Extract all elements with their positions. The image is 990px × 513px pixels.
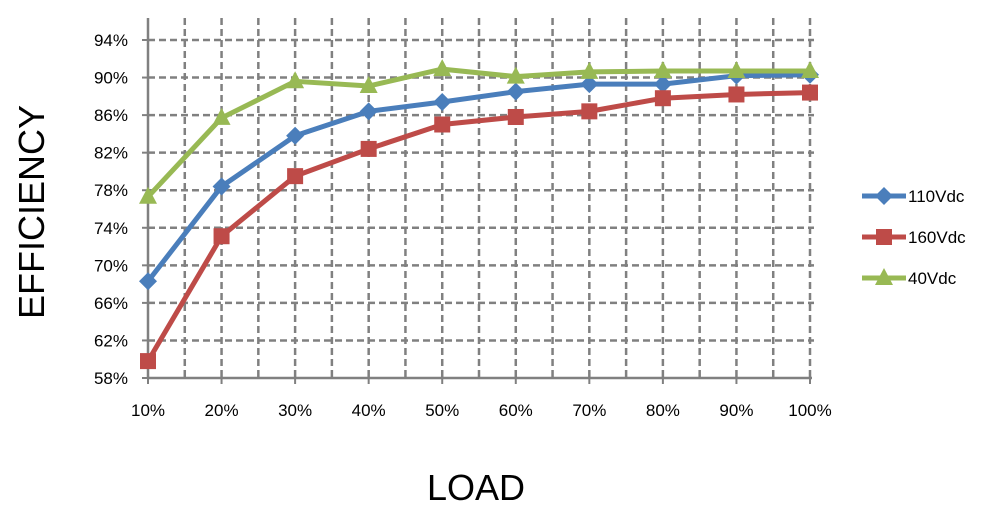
x-tick-label: 10% [131, 401, 165, 420]
data-point-triangle [212, 107, 231, 125]
legend-marker-square [876, 229, 892, 245]
series-line [145, 90, 811, 363]
data-point-diamond [359, 102, 378, 121]
legend-label: 160Vdc [908, 228, 966, 247]
data-point-triangle [801, 60, 819, 78]
data-point-square [654, 90, 671, 107]
y-axis-title: EFFICIENCY [11, 105, 52, 319]
y-tick-label: 70% [94, 256, 128, 275]
data-point-triangle [653, 60, 672, 78]
grid [148, 18, 814, 378]
data-point-triangle [359, 76, 378, 94]
data-point-diamond [506, 82, 525, 101]
x-axis-title: LOAD [427, 467, 525, 508]
x-tick-label: 50% [425, 401, 459, 420]
data-point-triangle [286, 71, 305, 89]
legend-marker-triangle [875, 268, 893, 285]
series-line [146, 72, 811, 283]
tick-labels: 58% 62% 66% 70% 74% 78% 82% 86% 90% 94% 10% 20% 30% 4… [94, 31, 832, 420]
legend-item: 40Vdc [862, 268, 957, 288]
data-point-square [581, 103, 598, 120]
x-tick-label: 40% [352, 401, 386, 420]
x-tick-label: 100% [788, 401, 831, 420]
data-point-square [287, 168, 304, 185]
data-point-square [507, 108, 524, 125]
x-tick-label: 80% [646, 401, 680, 420]
data-point-diamond [139, 272, 157, 291]
y-tick-label: 78% [94, 181, 128, 200]
legend: 110Vdc 160Vdc 40Vdc [862, 187, 966, 288]
x-tick-label: 30% [278, 401, 312, 420]
data-point-diamond [580, 75, 599, 94]
y-tick-label: 94% [94, 31, 128, 50]
data-point-triangle [580, 61, 599, 79]
data-point-triangle [727, 60, 746, 78]
y-tick-label: 86% [94, 106, 128, 125]
legend-label: 110Vdc [908, 187, 965, 206]
data-point-square [728, 86, 745, 103]
data-point-diamond [212, 177, 231, 196]
data-point-square [360, 140, 377, 157]
x-tick-label: 20% [205, 401, 239, 420]
y-tick-label: 58% [94, 369, 128, 388]
y-tick-label: 66% [94, 294, 128, 313]
data-point-diamond [433, 92, 452, 111]
data-point-diamond [286, 126, 305, 145]
y-tick-label: 74% [94, 219, 128, 238]
y-tick-label: 90% [94, 69, 128, 88]
series-layer [139, 59, 819, 370]
data-point-square [140, 353, 156, 370]
legend-item: 160Vdc [862, 228, 966, 247]
data-point-square [802, 84, 818, 101]
data-point-square [434, 116, 451, 133]
x-tick-label: 90% [719, 401, 753, 420]
legend-label: 40Vdc [908, 269, 957, 288]
x-tick-label: 70% [572, 401, 606, 420]
y-tick-label: 82% [94, 144, 128, 163]
data-point-triangle [139, 186, 157, 204]
y-tick-label: 62% [94, 331, 128, 350]
series-160Vdc [140, 84, 818, 370]
legend-marker-diamond [875, 187, 893, 205]
data-point-triangle [506, 66, 525, 84]
x-tick-label: 60% [499, 401, 533, 420]
data-point-diamond [653, 75, 672, 94]
series-40Vdc [139, 59, 819, 204]
series-line [146, 66, 810, 199]
data-point-square [213, 228, 230, 245]
data-point-triangle [433, 59, 452, 77]
legend-item: 110Vdc [862, 187, 965, 206]
